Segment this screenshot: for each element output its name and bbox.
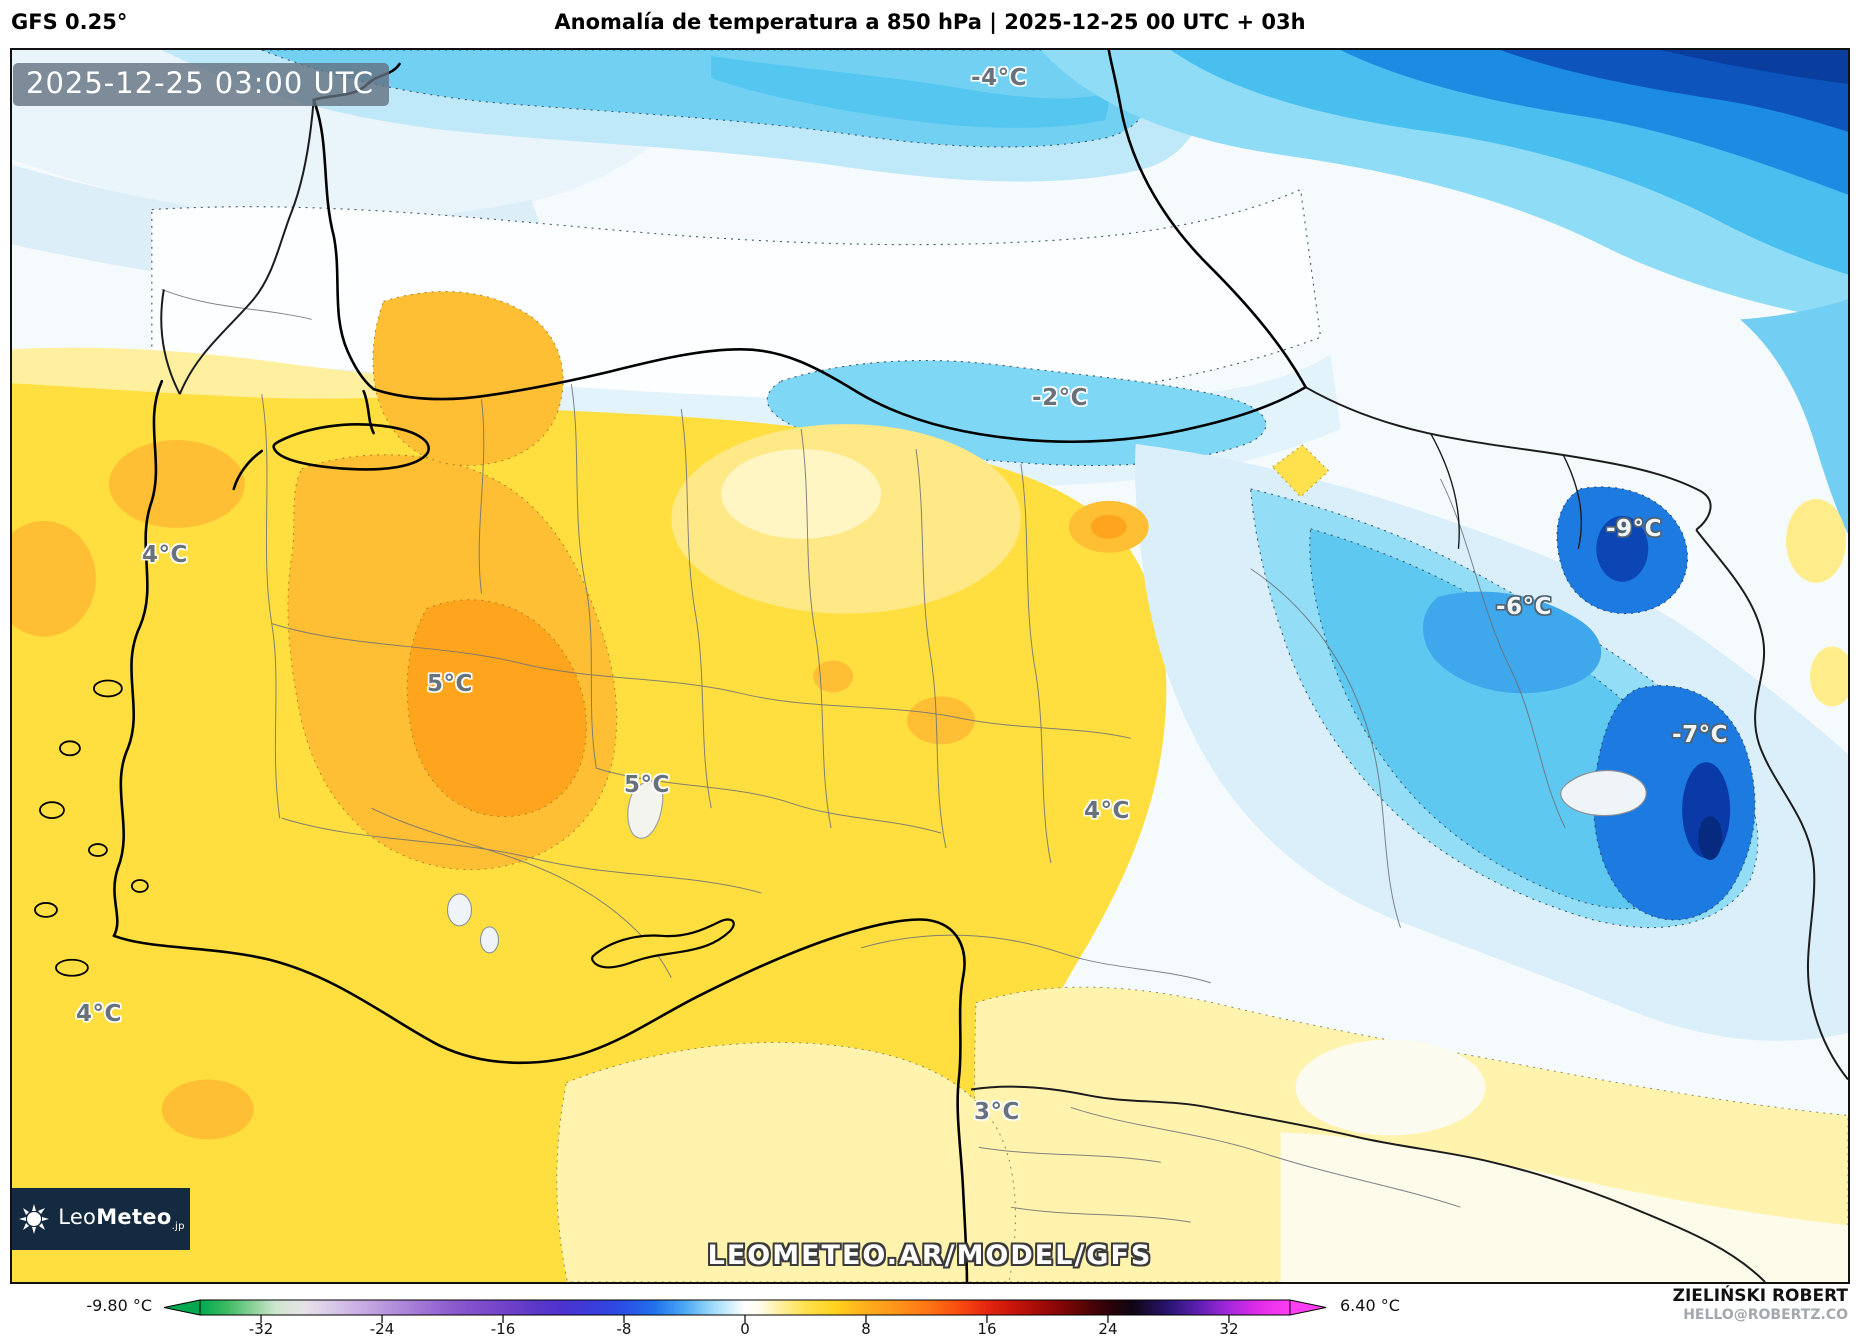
colorbar-tick-marks: [260, 1315, 1230, 1323]
credit-email: HELLO@ROBERTZ.CO: [1683, 1307, 1848, 1324]
country-borders: [160, 99, 1848, 1282]
colorbar-right-arrow: [1289, 1299, 1327, 1316]
temp-label: 5°C: [427, 671, 473, 697]
leometeo-logo: LeoMeteo.jp: [12, 1188, 190, 1250]
timestamp-badge: 2025-12-25 03:00 UTC: [13, 63, 390, 106]
credit-block: ZIELIŃSKI ROBERT HELLO@ROBERTZ.CO: [1673, 1286, 1848, 1325]
colorbar: [163, 1299, 1327, 1323]
model-label: GFS 0.25°: [11, 10, 128, 34]
map-graphic: [12, 50, 1848, 1282]
colorbar-max-label: 6.40 °C: [1340, 1296, 1400, 1315]
anomaly-map: 2025-12-25 03:00 UTC -4°C -2°C 4°C 5°C 5°C -9…: [10, 48, 1850, 1284]
map-title: Anomalía de temperatura a 850 hPa | 2025…: [554, 10, 1306, 34]
temp-label: -2°C: [1032, 385, 1088, 411]
aegean-islands: [34, 679, 149, 977]
temp-label: -6°C: [1496, 594, 1552, 620]
admin-borders: [161, 288, 1566, 1223]
colorbar-tick-label: 24: [1098, 1320, 1118, 1338]
temp-label: -7°C: [1672, 722, 1728, 748]
colorbar-tick-label: 32: [1219, 1320, 1239, 1338]
lakes: [446, 769, 1647, 954]
colorbar-tick-label: 16: [977, 1320, 997, 1338]
temp-label: 4°C: [76, 1001, 122, 1027]
coastlines: [112, 50, 1307, 1282]
temp-label: -4°C: [971, 65, 1027, 91]
colorbar-tick-label: -32: [248, 1320, 274, 1338]
cyprus-island: [590, 918, 735, 969]
colorbar-tick-label: -24: [369, 1320, 395, 1338]
colorbar-tick-label: -16: [490, 1320, 516, 1338]
sun-icon: [19, 1204, 50, 1234]
colorbar-min-label: -9.80 °C: [86, 1296, 152, 1315]
temp-label: 5°C: [624, 772, 670, 798]
temp-label: 4°C: [1084, 798, 1130, 824]
logo-text: LeoMeteo.jp: [58, 1205, 185, 1233]
temp-label: 4°C: [142, 542, 188, 568]
credit-name: ZIELIŃSKI ROBERT: [1672, 1286, 1848, 1306]
colorbar-tick-label: -8: [616, 1320, 632, 1338]
colorbar-left-arrow: [163, 1299, 201, 1316]
colorbar-tick-label: 8: [861, 1320, 871, 1338]
watermark: LEOMETEO.AR/MODEL/GFS: [707, 1240, 1153, 1271]
temp-label: 3°C: [974, 1099, 1020, 1125]
temp-label: -9°C: [1606, 516, 1662, 542]
colorbar-tick-label: 0: [740, 1320, 750, 1338]
